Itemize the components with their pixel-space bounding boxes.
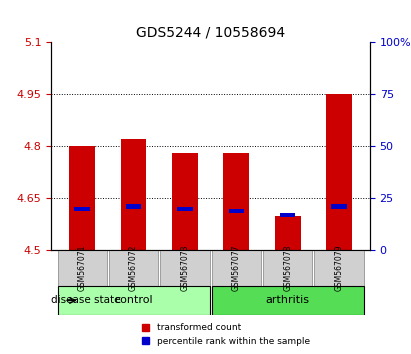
FancyBboxPatch shape — [212, 286, 364, 315]
Bar — [126, 205, 141, 209]
Bar — [121, 139, 146, 250]
Text: GSM567072: GSM567072 — [129, 245, 138, 291]
Bar — [229, 209, 244, 213]
Bar — [326, 95, 352, 250]
Bar — [69, 146, 95, 250]
Bar — [172, 153, 198, 250]
FancyBboxPatch shape — [58, 250, 107, 286]
Legend: transformed count, percentile rank within the sample: transformed count, percentile rank withi… — [139, 320, 314, 349]
Text: GSM567073: GSM567073 — [180, 245, 189, 291]
FancyBboxPatch shape — [109, 250, 158, 286]
Text: GSM567071: GSM567071 — [78, 245, 87, 291]
FancyBboxPatch shape — [58, 286, 210, 315]
Bar — [74, 206, 90, 211]
Text: GSM567077: GSM567077 — [232, 245, 241, 291]
Text: arthritis: arthritis — [266, 296, 310, 306]
Bar — [280, 213, 296, 217]
FancyBboxPatch shape — [263, 250, 312, 286]
FancyBboxPatch shape — [212, 250, 261, 286]
FancyBboxPatch shape — [160, 250, 210, 286]
Bar — [331, 205, 347, 209]
Text: GSM567078: GSM567078 — [283, 245, 292, 291]
Bar — [224, 153, 249, 250]
Title: GDS5244 / 10558694: GDS5244 / 10558694 — [136, 26, 285, 40]
FancyBboxPatch shape — [314, 250, 364, 286]
Bar — [177, 206, 193, 211]
Text: GSM567079: GSM567079 — [335, 245, 344, 291]
Bar — [275, 216, 300, 250]
Text: disease state: disease state — [51, 296, 121, 306]
Text: control: control — [114, 296, 153, 306]
